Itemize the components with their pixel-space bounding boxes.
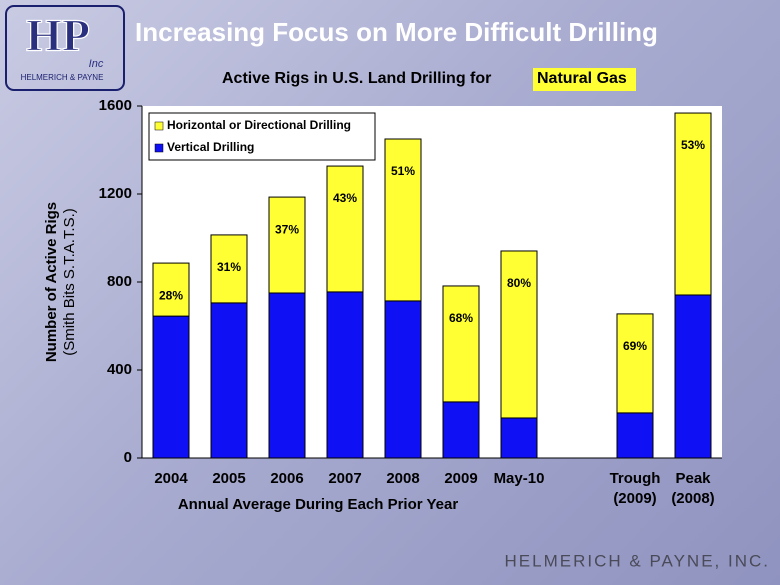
legend-swatch xyxy=(154,121,164,131)
y-axis-sublabel: (Smith Bits S.T.A.T.S.) xyxy=(61,208,78,356)
share-label: 37% xyxy=(275,222,299,236)
share-label: 80% xyxy=(507,276,531,290)
share-label: 31% xyxy=(217,260,241,274)
legend-swatch xyxy=(154,143,164,153)
y-tick-label: 0 xyxy=(124,449,132,466)
y-tick-label: 800 xyxy=(107,273,132,290)
x-tick-label: Peak (2008) xyxy=(671,470,714,507)
bar-segment xyxy=(210,302,248,459)
bar-segment xyxy=(152,262,190,317)
bar-segment xyxy=(442,401,480,459)
bar-segment xyxy=(674,294,712,459)
y-tick-label: 1200 xyxy=(99,185,132,202)
chart-title: Active Rigs in U.S. Land Drilling for xyxy=(222,70,491,87)
title-highlight-bg xyxy=(533,68,636,91)
bar-segment xyxy=(268,292,306,459)
bar-segment xyxy=(268,196,306,294)
y-tick-label: 1600 xyxy=(99,97,132,114)
x-tick-label: Trough (2009) xyxy=(610,470,661,507)
footer: HELMERICH & PAYNE, INC. xyxy=(505,551,770,570)
x-tick-label: 2009 xyxy=(444,470,477,487)
bar-segment xyxy=(384,138,422,302)
bar-segment xyxy=(384,300,422,459)
slide-title: Increasing Focus on More Difficult Drill… xyxy=(135,17,658,47)
bar-segment xyxy=(210,234,248,304)
bar-segment xyxy=(500,417,538,459)
legend-label: Vertical Drilling xyxy=(167,140,254,154)
bar-segment xyxy=(326,291,364,459)
bar-segment xyxy=(326,165,364,293)
share-label: 43% xyxy=(333,191,357,205)
legend-box xyxy=(148,112,376,161)
x-tick-label: 2007 xyxy=(328,470,361,487)
bar-segment xyxy=(674,112,712,296)
share-label: 68% xyxy=(449,311,473,325)
share-label: 69% xyxy=(623,339,647,353)
y-axis-label: Number of Active Rigs xyxy=(43,202,60,362)
bar-segment xyxy=(442,285,480,403)
share-label: 51% xyxy=(391,164,415,178)
y-tick-label: 400 xyxy=(107,361,132,378)
logo-initials: HP xyxy=(26,10,90,61)
bar-segment xyxy=(152,315,190,459)
x-tick-label: 2008 xyxy=(386,470,419,487)
x-tick-label: 2006 xyxy=(270,470,303,487)
logo-frame xyxy=(5,5,125,91)
x-tick-label: 2004 xyxy=(154,470,188,487)
logo-name: HELMERICH & PAYNE xyxy=(21,73,104,82)
logo-inc: Inc xyxy=(89,58,104,70)
x-tick-label: 2005 xyxy=(212,470,245,487)
bar-segment xyxy=(500,250,538,419)
share-label: 53% xyxy=(681,138,705,152)
bar-segment xyxy=(616,313,654,414)
x-tick-label: May-10 xyxy=(494,470,545,487)
bar-segment xyxy=(616,412,654,459)
legend-label: Horizontal or Directional Drilling xyxy=(167,118,351,132)
x-axis-label: Annual Average During Each Prior Year xyxy=(178,496,459,513)
chart-title-highlight: Natural Gas xyxy=(537,70,627,87)
share-label: 28% xyxy=(159,288,183,302)
